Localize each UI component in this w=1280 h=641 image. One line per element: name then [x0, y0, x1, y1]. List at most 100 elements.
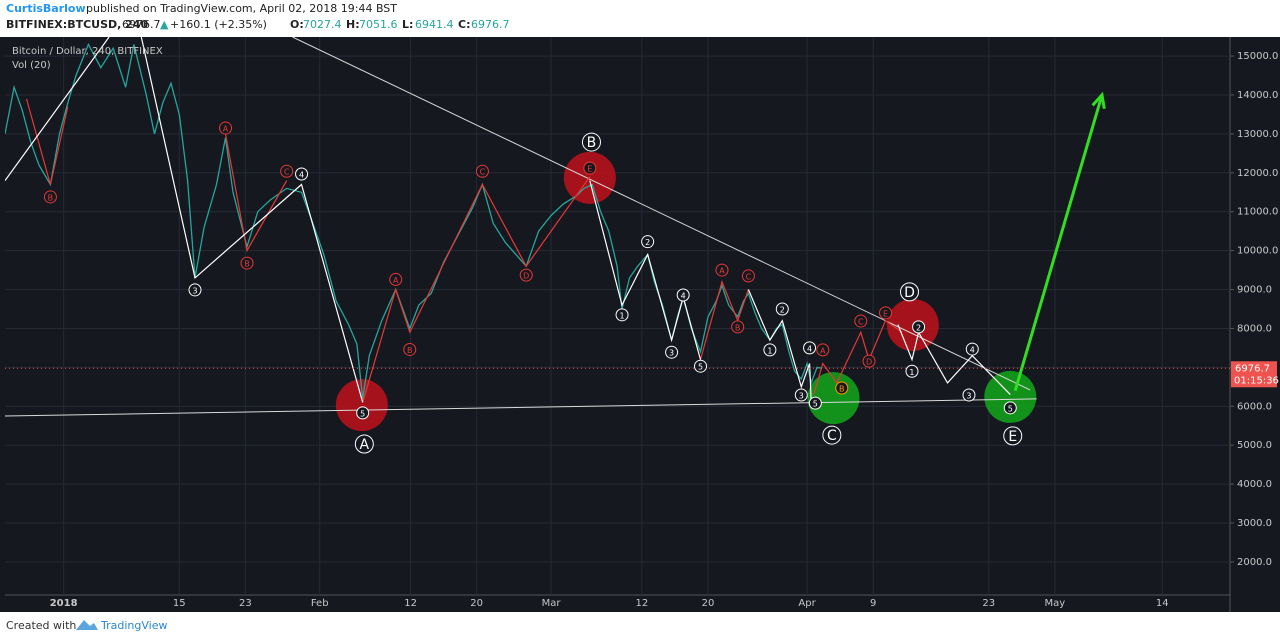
arrow-head — [1091, 91, 1106, 110]
y-tick-label: 14000.0 — [1237, 90, 1278, 101]
wave-label-circle — [280, 164, 294, 178]
footer-brand[interactable]: TradingView — [100, 619, 167, 632]
wave-label: E — [1008, 429, 1017, 445]
x-tick-label: 23 — [982, 598, 995, 609]
wave-label-circle — [715, 263, 729, 277]
wave-label-circle — [962, 388, 976, 402]
grid — [5, 37, 1230, 595]
wave-zone — [335, 379, 388, 432]
wave-label: C — [480, 168, 486, 177]
wave-label: C — [858, 318, 864, 327]
wave-label-circle — [240, 256, 254, 270]
wave-label: B — [244, 260, 250, 269]
wave-label: B — [48, 193, 54, 202]
wave-label-circle — [665, 345, 679, 359]
wave-label: A — [719, 267, 725, 276]
x-tick-label: Apr — [798, 598, 816, 609]
wave-label: 4 — [681, 291, 686, 300]
y-tick-label: 2000.0 — [1237, 557, 1272, 568]
ohlc-label: L: — [402, 18, 413, 31]
wave-label-circle — [900, 282, 920, 302]
y-tick-label: 6000.0 — [1237, 401, 1272, 412]
wave-label: B — [839, 384, 845, 393]
tradingview-logo — [76, 620, 98, 630]
wave-label: 5 — [1008, 404, 1013, 413]
wave-label-circle — [219, 121, 233, 135]
wave-label-circle — [905, 364, 919, 378]
wave-label-circle — [583, 161, 597, 175]
wave-label-circle — [676, 288, 690, 302]
wave-label: 4 — [299, 170, 304, 179]
wave-label: 3 — [669, 349, 674, 358]
wave-label: A — [360, 437, 370, 453]
wave-label: 5 — [698, 363, 703, 372]
wave-path — [5, 37, 110, 181]
wave-label-circle — [389, 272, 403, 286]
ohlc-label: O: — [290, 18, 304, 31]
ohlc-value: 7051.6 — [359, 18, 398, 31]
wave-label-circle — [816, 343, 830, 357]
wave-label: D — [904, 285, 915, 301]
x-tick-label: 20 — [702, 598, 715, 609]
wave-label-circle — [615, 308, 629, 322]
wave-label: 1 — [909, 368, 914, 377]
wave-label: 3 — [799, 391, 804, 400]
wave-path — [362, 176, 591, 403]
wave-path — [140, 37, 364, 403]
wave-path — [224, 133, 288, 253]
wave-label-circle — [295, 167, 309, 181]
wave-label-circle — [803, 341, 817, 355]
wave-label: D — [866, 358, 872, 367]
wave-label-circle — [822, 425, 842, 445]
wave-label-circle — [965, 342, 979, 356]
wave-label: C — [284, 168, 290, 177]
wave-zone — [984, 370, 1037, 423]
legend-series: Bitcoin / Dollar, 240, BITFINEX — [12, 46, 163, 57]
wave-label: E — [587, 165, 592, 174]
wave-label-circle — [862, 354, 876, 368]
published: published on TradingView.com, April 02, … — [86, 2, 397, 15]
wave-label-circle — [835, 381, 849, 395]
wave-label-circle — [1003, 401, 1017, 415]
wave-label-circle — [475, 164, 489, 178]
y-tick-label: 12000.0 — [1237, 168, 1278, 179]
trend-line — [5, 398, 1037, 417]
wave-label-circle — [43, 190, 57, 204]
wave-label-circle — [794, 388, 808, 402]
last-price-label: 6976.7 — [1235, 363, 1270, 374]
wave-label: 2 — [780, 305, 785, 314]
wave-label: A — [393, 276, 399, 285]
ohlc-label: H: — [346, 18, 360, 31]
wave-label-circle — [741, 269, 755, 283]
x-tick-label: May — [1045, 598, 1066, 609]
wave-label-circle — [356, 406, 370, 420]
x-tick-label: 9 — [870, 598, 876, 609]
wave-label: C — [827, 428, 837, 444]
change-arrow: ▲ — [160, 18, 169, 31]
last: 6976.7 — [122, 18, 161, 31]
wave-path — [813, 319, 903, 395]
wave-label-circle — [641, 235, 655, 249]
wave-label: D — [523, 272, 529, 281]
wave-label-circle — [581, 132, 601, 152]
wave-label: 4 — [807, 344, 812, 353]
x-tick-label: Mar — [542, 598, 562, 609]
wave-label: 1 — [767, 346, 772, 355]
x-tick-label: 14 — [1156, 598, 1169, 609]
wave-label-circle — [694, 359, 708, 373]
author[interactable]: CurtisBarlow — [6, 2, 86, 15]
header: CurtisBarlow published on TradingView.co… — [6, 2, 397, 31]
wave-label-circle — [808, 396, 822, 410]
wave-label: B — [587, 135, 597, 151]
wave-label-circle — [403, 342, 417, 356]
wave-label-circle — [854, 314, 868, 328]
wave-path — [747, 289, 812, 403]
countdown-label: 01:15:36 — [1234, 375, 1279, 386]
y-tick-label: 3000.0 — [1237, 518, 1272, 529]
x-tick-label: 20 — [470, 598, 483, 609]
legend-indicator: Vol (20) — [12, 60, 51, 71]
footer-bg — [0, 612, 1280, 641]
wave-label-circle — [775, 302, 789, 316]
y-tick-label: 9000.0 — [1237, 285, 1272, 296]
ohlc-label: C: — [458, 18, 470, 31]
